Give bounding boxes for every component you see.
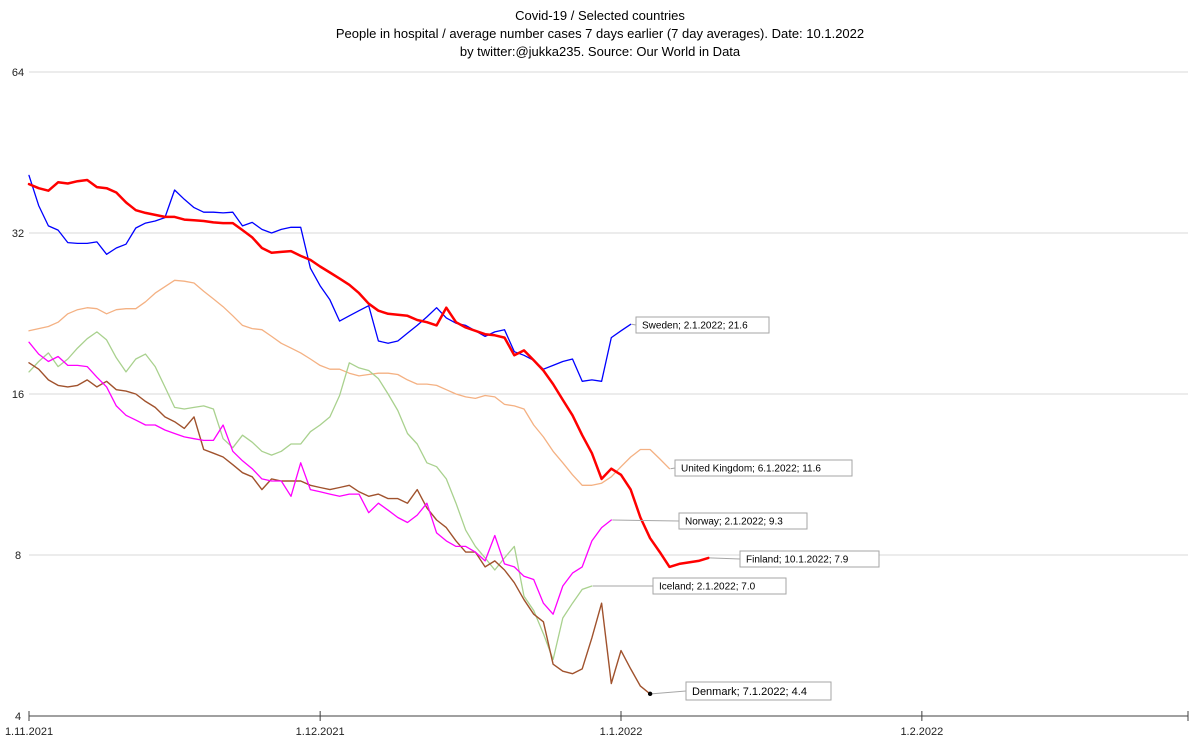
series-line-norway [28, 341, 612, 615]
callout-sweden: Sweden; 2.1.2022; 21.6 [631, 316, 770, 334]
y-tick-label: 16 [12, 389, 24, 401]
title-line-1: Covid-19 / Selected countries [515, 8, 685, 23]
y-tick-label: 4 [15, 711, 21, 723]
x-tick-label: 1.2.2022 [900, 726, 943, 738]
callout-united-kingdom: United Kingdom; 6.1.2022; 11.6 [670, 459, 853, 477]
callout-leader [670, 467, 676, 470]
series-line-sweden [28, 174, 632, 382]
callout-box [739, 550, 880, 568]
callout-label: Sweden; 2.1.2022; 21.6 [642, 321, 748, 332]
x-tick-label: 1.1.2022 [600, 726, 643, 738]
series-line-denmark [28, 362, 651, 695]
x-axis: 1.11.2021 1.12.2021 1.1.2022 1.2.2022 [5, 711, 1189, 738]
y-tick-label: 8 [15, 550, 21, 562]
series-line-united-kingdom [28, 279, 671, 486]
callout-box [652, 577, 787, 595]
y-axis: 4 8 16 32 64 [12, 67, 24, 723]
x-tick-label: 1.12.2021 [296, 726, 345, 738]
callout-leader [631, 323, 637, 326]
callout-label: United Kingdom; 6.1.2022; 11.6 [681, 464, 821, 475]
callout-denmark: Denmark; 7.1.2022; 4.4 [647, 681, 832, 701]
callout-label: Norway; 2.1.2022; 9.3 [685, 517, 783, 528]
series-callouts: United Kingdom; 6.1.2022; 11.6 Iceland; 2… [592, 316, 880, 701]
gridlines [29, 71, 1188, 556]
callout-box [674, 459, 853, 477]
callout-box [678, 512, 808, 530]
callout-leader [709, 557, 741, 560]
y-tick-label: 32 [12, 228, 24, 240]
callout-label: Finland; 10.1.2022; 7.9 [746, 555, 849, 566]
y-tick-label: 64 [12, 67, 24, 79]
series-layer [27, 174, 710, 695]
chart-title: Covid-19 / Selected countries People in … [336, 8, 864, 59]
callout-label: Iceland; 2.1.2022; 7.0 [659, 582, 756, 593]
series-line-finland [27, 178, 710, 569]
callout-label: Denmark; 7.1.2022; 4.4 [692, 686, 807, 698]
callout-box [685, 681, 832, 701]
series-end-marker [647, 691, 653, 697]
callout-finland: Finland; 10.1.2022; 7.9 [709, 550, 880, 568]
callout-norway: Norway; 2.1.2022; 9.3 [612, 512, 808, 530]
x-tick-label: 1.11.2021 [5, 726, 53, 738]
callout-leader [651, 690, 687, 695]
callout-leader [612, 519, 680, 522]
title-line-3: by twitter:@jukka235. Source: Our World … [460, 44, 741, 59]
callout-box [635, 316, 770, 334]
title-line-2: People in hospital / average number case… [336, 26, 864, 41]
series-line-iceland [28, 331, 593, 661]
callout-iceland: Iceland; 2.1.2022; 7.0 [592, 577, 787, 595]
